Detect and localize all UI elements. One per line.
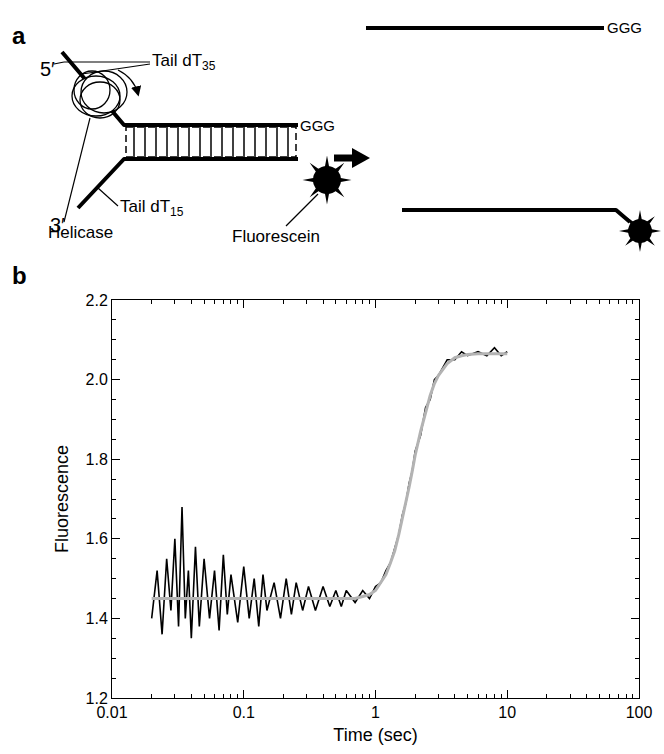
svg-text:Tail dT15: Tail dT15 — [120, 197, 184, 219]
svg-text:Fluorescein: Fluorescein — [232, 227, 320, 246]
html-text:b: b — [12, 262, 27, 289]
svg-text:1.4: 1.4 — [86, 610, 108, 627]
svg-text:0.01: 0.01 — [96, 704, 127, 721]
svg-text:0.1: 0.1 — [233, 704, 255, 721]
svg-text:2.2: 2.2 — [86, 292, 108, 309]
svg-text:2.0: 2.0 — [86, 371, 108, 388]
svg-text:1.6: 1.6 — [86, 530, 108, 547]
svg-text:100: 100 — [626, 704, 653, 721]
svg-text:1.8: 1.8 — [86, 451, 108, 468]
svg-text:GGG: GGG — [300, 117, 335, 134]
html-text:a: a — [12, 22, 26, 49]
svg-text:GGG: GGG — [607, 19, 642, 36]
svg-text:1: 1 — [371, 704, 380, 721]
svg-text:Tail dT35: Tail dT35 — [152, 51, 216, 73]
svg-text:Time (sec): Time (sec) — [333, 725, 417, 745]
svg-text:1.2: 1.2 — [86, 690, 108, 707]
svg-text:Fluorescence: Fluorescence — [52, 445, 72, 553]
svg-text:10: 10 — [498, 704, 516, 721]
svg-text:Helicase: Helicase — [48, 223, 113, 242]
svg-text:5′: 5′ — [40, 58, 55, 80]
